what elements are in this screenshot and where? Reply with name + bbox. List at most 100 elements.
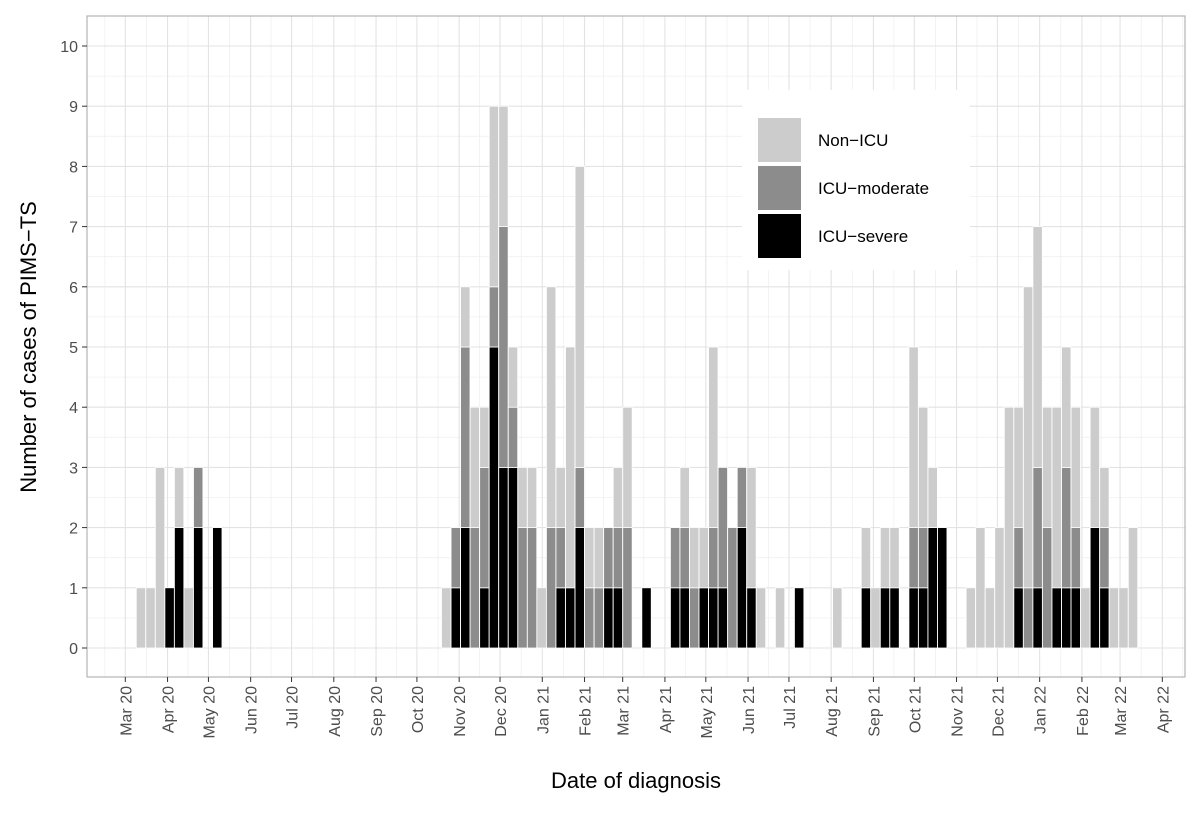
y-tick-label: 7 bbox=[69, 220, 78, 237]
bar-segment-non-icu bbox=[1032, 226, 1043, 468]
bar-segment-icu-moderate bbox=[1013, 527, 1024, 589]
bar-segment-icu-severe bbox=[1089, 527, 1100, 649]
bar-segment-icu-severe bbox=[479, 587, 490, 649]
bar-segment-icu-moderate bbox=[1061, 466, 1072, 589]
bar-segment-non-icu bbox=[1099, 466, 1110, 528]
bar-segment-icu-moderate bbox=[708, 527, 719, 589]
bar-segment-icu-moderate bbox=[498, 226, 509, 468]
x-tick-label: Sep 20 bbox=[369, 686, 386, 737]
bar-segment-non-icu bbox=[698, 527, 709, 589]
y-tick-label: 5 bbox=[69, 340, 78, 357]
x-tick-label: Aug 21 bbox=[824, 686, 841, 737]
bar-segment-non-icu bbox=[1108, 587, 1120, 649]
x-tick-label: Apr 21 bbox=[658, 686, 675, 733]
bar-segment-icu-moderate bbox=[1070, 527, 1081, 589]
bar-segment-non-icu bbox=[1003, 406, 1015, 649]
x-tick-label: Feb 21 bbox=[578, 686, 595, 736]
bar-segment-icu-severe bbox=[860, 587, 872, 649]
bar-segment-non-icu bbox=[994, 527, 1005, 649]
bar-segment-icu-moderate bbox=[469, 527, 480, 649]
x-tick-label: Nov 20 bbox=[452, 686, 469, 737]
bar-segment-icu-moderate bbox=[1099, 527, 1110, 589]
bar-segment-non-icu bbox=[593, 527, 604, 589]
x-axis-title: Date of diagnosis bbox=[551, 768, 721, 793]
legend-label-icu-severe: ICU−severe bbox=[818, 227, 908, 246]
x-tick-label: Mar 20 bbox=[118, 686, 135, 736]
bar-segment-icu-moderate bbox=[546, 527, 557, 649]
bar-segment-icu-moderate bbox=[507, 406, 519, 468]
bar-segment-icu-moderate bbox=[736, 466, 748, 528]
legend-key-non-icu bbox=[758, 118, 801, 162]
x-tick-label: Oct 20 bbox=[410, 686, 427, 733]
bar-segment-icu-moderate bbox=[526, 527, 538, 649]
bar-segment-icu-severe bbox=[164, 587, 175, 649]
bar-segment-icu-severe bbox=[1061, 587, 1072, 649]
bar-segment-icu-moderate bbox=[1022, 587, 1034, 649]
x-tick-label: Mar 21 bbox=[616, 686, 633, 736]
x-tick-label: Jan 21 bbox=[535, 686, 552, 734]
legend: Non−ICU ICU−moderate ICU−severe bbox=[742, 90, 970, 270]
bar-segment-icu-severe bbox=[488, 346, 500, 649]
bar-segment-non-icu bbox=[832, 587, 843, 649]
y-tick-label: 2 bbox=[69, 521, 78, 538]
bar-segment-non-icu bbox=[526, 466, 538, 528]
bar-segment-icu-moderate bbox=[689, 587, 700, 649]
y-tick-label: 6 bbox=[69, 280, 78, 297]
legend-key-icu-severe bbox=[758, 214, 801, 258]
bar-segment-non-icu bbox=[918, 406, 929, 529]
x-axis: Mar 20 Apr 20 May 20 Jun 20 Jul 20 Aug 20 Sep … bbox=[118, 677, 1172, 738]
bar-segment-icu-severe bbox=[612, 587, 624, 649]
bar-segment-icu-moderate bbox=[670, 527, 681, 589]
bar-segment-non-icu bbox=[1070, 406, 1081, 529]
bar-segment-non-icu bbox=[1127, 527, 1139, 649]
bar-segment-non-icu bbox=[612, 466, 624, 528]
bar-segment-icu-severe bbox=[698, 587, 709, 649]
bar-segment-non-icu bbox=[488, 105, 500, 288]
bar-segment-non-icu bbox=[479, 406, 490, 468]
bar-segment-icu-severe bbox=[889, 587, 900, 649]
bar-segment-non-icu bbox=[555, 466, 566, 528]
x-tick-label: Jun 20 bbox=[244, 686, 261, 734]
bar-segment-icu-severe bbox=[565, 587, 576, 649]
bar-segment-non-icu bbox=[1042, 406, 1053, 529]
bar-segment-non-icu bbox=[565, 346, 576, 589]
bar-segment-non-icu bbox=[679, 466, 690, 528]
bar-segment-non-icu bbox=[574, 165, 585, 468]
bar-segment-icu-moderate bbox=[193, 466, 204, 528]
bar-segment-non-icu bbox=[460, 286, 471, 348]
bar-segment-icu-severe bbox=[794, 587, 805, 649]
bar-segment-non-icu bbox=[870, 587, 881, 649]
bar-segment-icu-moderate bbox=[460, 346, 471, 529]
bar-segment-non-icu bbox=[174, 466, 185, 528]
bar-segment-icu-severe bbox=[574, 527, 585, 649]
bar-segment-icu-severe bbox=[174, 527, 185, 649]
y-tick-label: 1 bbox=[69, 581, 78, 598]
bar-segment-icu-severe bbox=[555, 587, 566, 649]
bar-segment-icu-severe bbox=[498, 466, 509, 649]
y-tick-label: 3 bbox=[69, 460, 78, 477]
x-tick-label: Jul 20 bbox=[285, 686, 302, 729]
bar-segment-icu-moderate bbox=[488, 286, 500, 348]
bar-segment-non-icu bbox=[689, 527, 700, 589]
x-tick-label: Oct 21 bbox=[907, 686, 924, 733]
bar-segment-non-icu bbox=[546, 286, 557, 528]
x-tick-label: Apr 20 bbox=[161, 686, 178, 733]
bar-segment-icu-severe bbox=[717, 587, 728, 649]
bar-segment-icu-severe bbox=[193, 527, 204, 649]
bar-segment-icu-severe bbox=[450, 587, 461, 649]
bar-segment-icu-severe bbox=[908, 587, 919, 649]
y-tick-label: 4 bbox=[69, 400, 78, 417]
bar-segment-icu-moderate bbox=[1042, 527, 1053, 649]
bar-segment-icu-severe bbox=[708, 587, 719, 649]
bar-segment-icu-severe bbox=[507, 466, 519, 649]
bar-segment-non-icu bbox=[965, 587, 976, 649]
bar-segment-non-icu bbox=[441, 587, 452, 649]
legend-label-icu-moderate: ICU−moderate bbox=[818, 179, 929, 198]
bar-segment-icu-moderate bbox=[593, 587, 604, 649]
x-tick-label: Jan 22 bbox=[1033, 686, 1050, 734]
bar-segment-icu-moderate bbox=[612, 527, 624, 589]
bar-segment-icu-moderate bbox=[679, 527, 690, 589]
bar-segment-non-icu bbox=[1089, 406, 1100, 529]
bar-segment-non-icu bbox=[622, 406, 633, 529]
bar-segment-non-icu bbox=[889, 527, 900, 589]
